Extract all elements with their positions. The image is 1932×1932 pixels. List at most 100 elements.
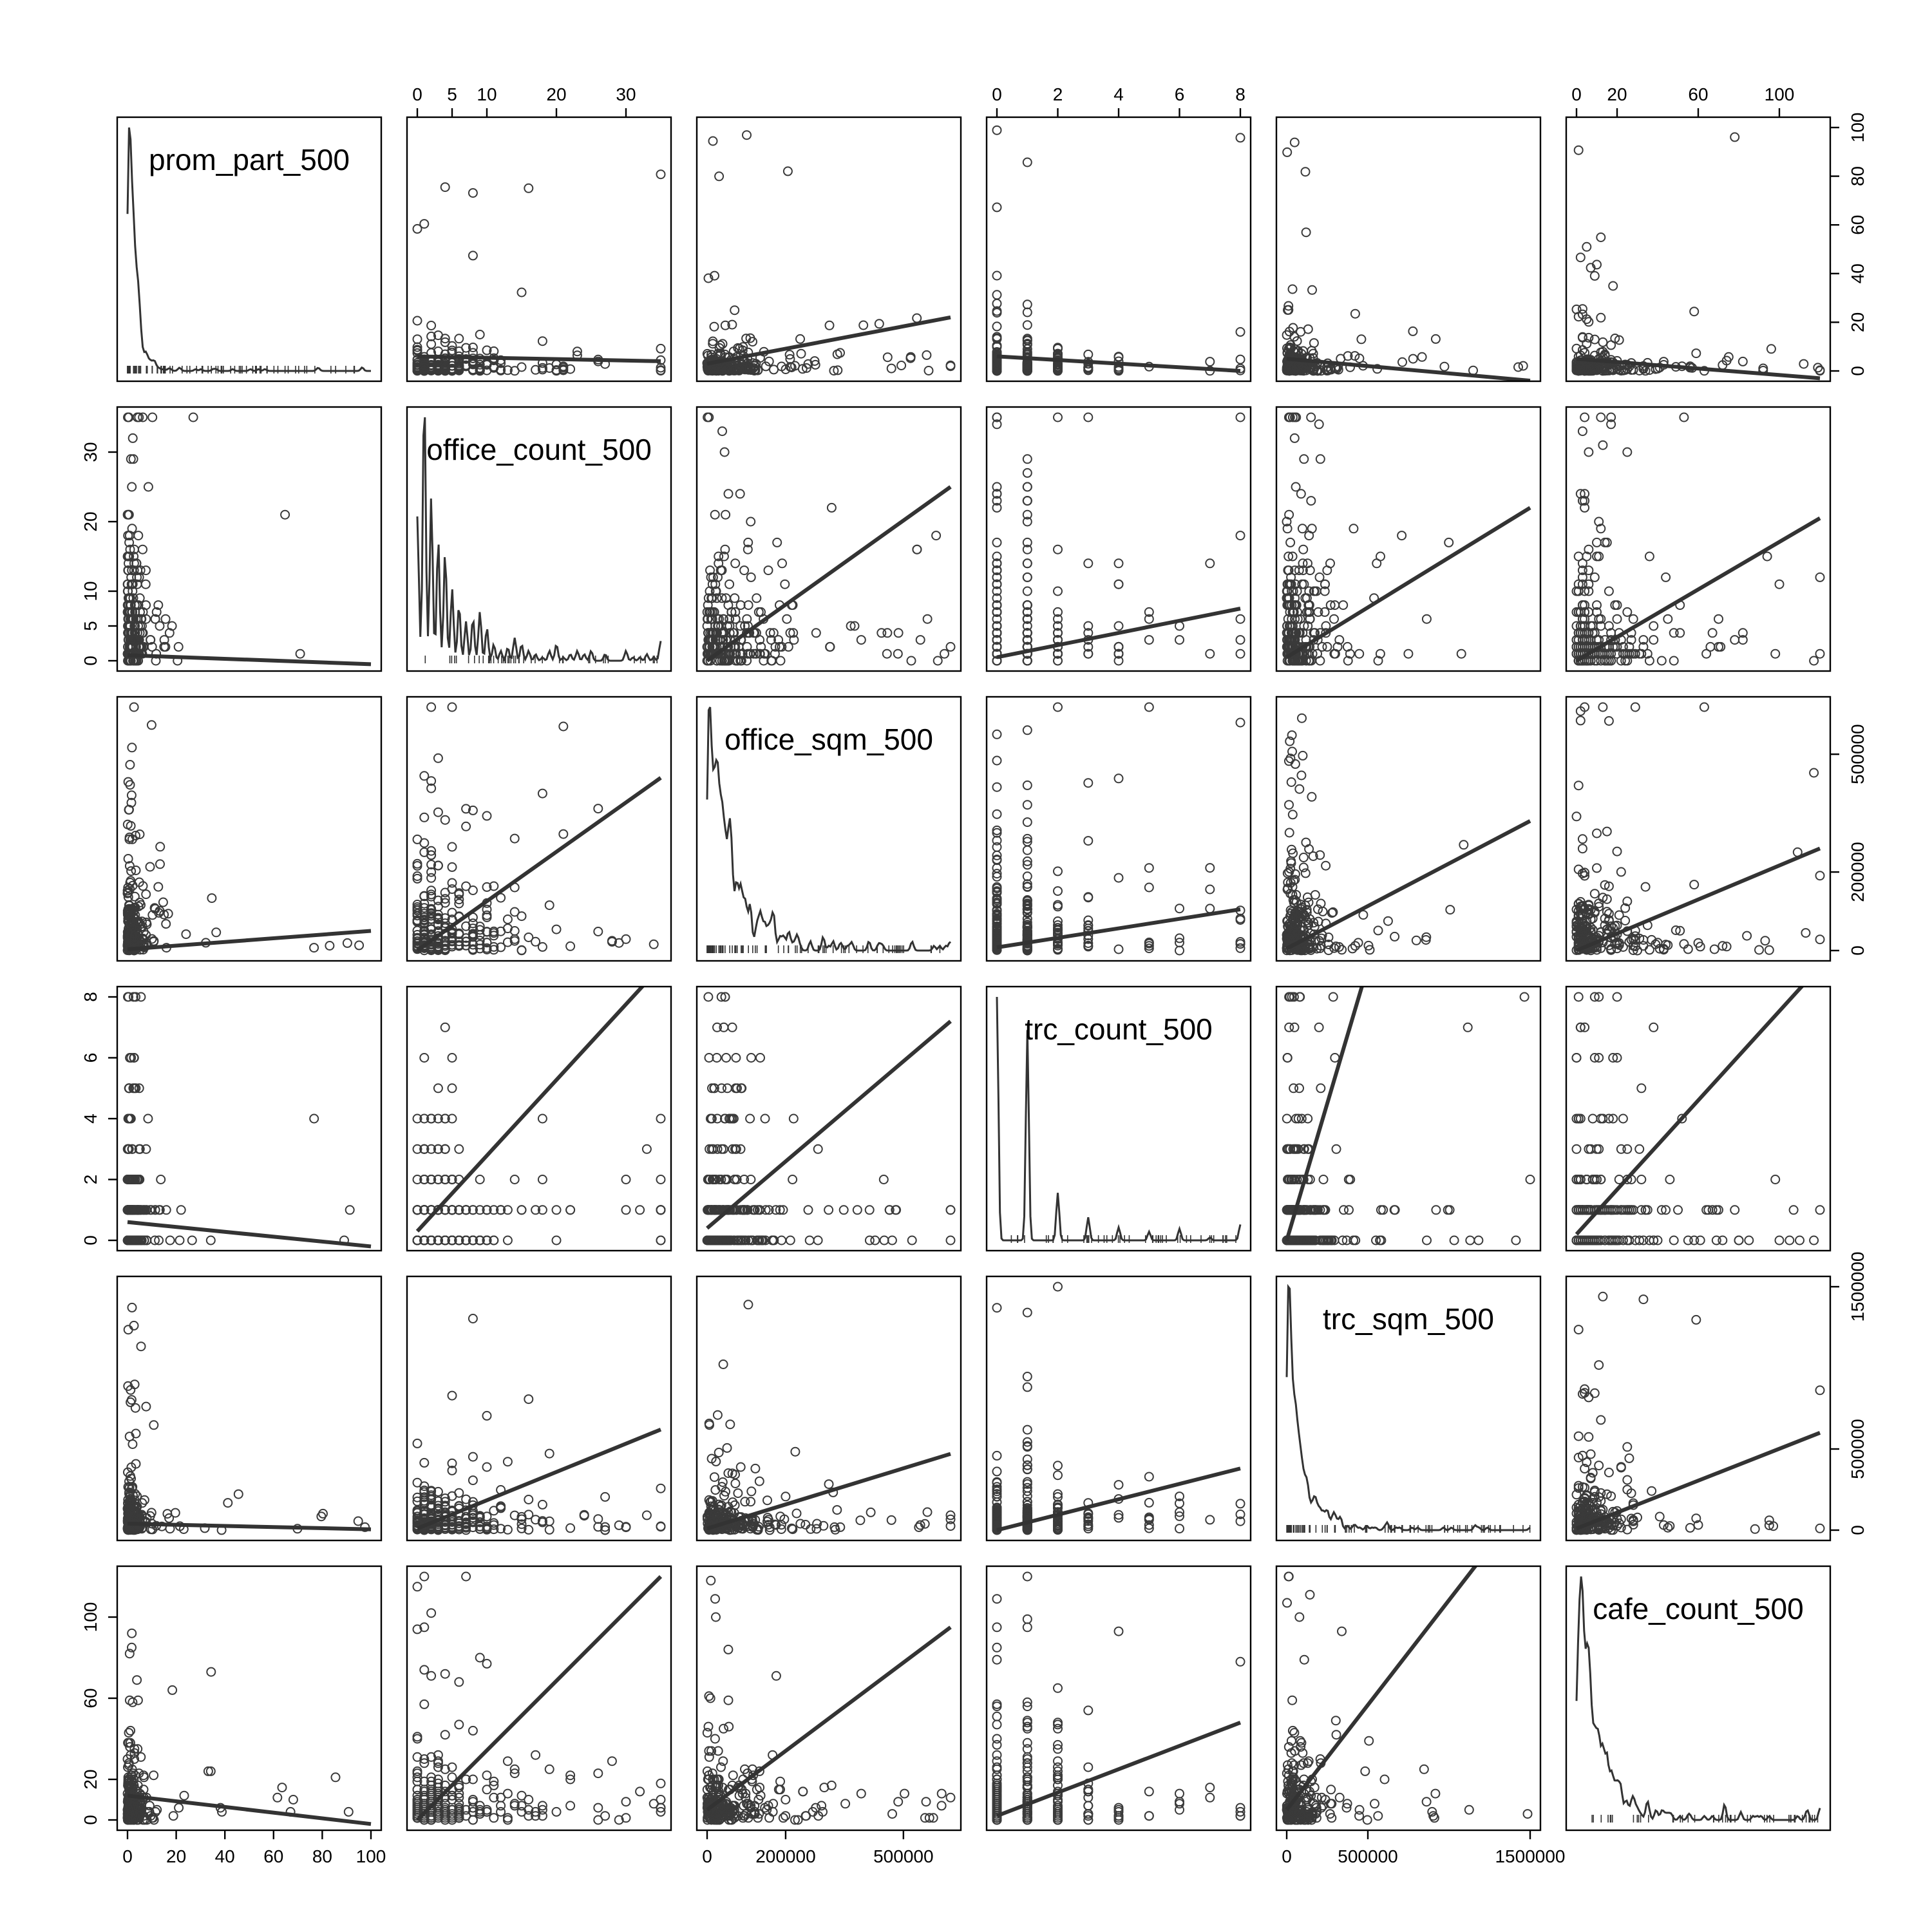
panel-prom-part-500-vs-trc-count-500 (116, 985, 383, 1252)
data-point (992, 869, 1002, 879)
data-point (1584, 332, 1594, 343)
panel-frame (116, 116, 383, 383)
data-point (730, 1175, 739, 1184)
data-point (516, 911, 527, 922)
data-point (708, 1175, 718, 1184)
data-point (1053, 649, 1063, 659)
data-point (765, 628, 775, 638)
data-point (1373, 656, 1383, 666)
data-point (426, 321, 437, 330)
data-point (1592, 828, 1602, 838)
data-point (164, 628, 175, 638)
data-point (833, 365, 843, 375)
data-point (768, 628, 779, 638)
data-point (656, 1113, 666, 1124)
data-point (1701, 649, 1712, 659)
data-point (1577, 426, 1587, 437)
data-point (1815, 365, 1825, 375)
data-point (1284, 867, 1294, 877)
data-point (992, 579, 1002, 589)
data-point (461, 921, 471, 931)
data-point (1083, 942, 1094, 952)
data-point (905, 352, 916, 362)
data-point (727, 1022, 737, 1032)
fit-line (1575, 846, 1821, 952)
data-point (154, 1235, 164, 1245)
data-point (1284, 327, 1294, 337)
data-point (447, 936, 457, 947)
data-point (1573, 912, 1584, 922)
data-point (1297, 524, 1307, 534)
data-point (1022, 908, 1032, 918)
data-point (788, 1175, 798, 1184)
data-point (1113, 558, 1124, 569)
data-point (745, 333, 755, 343)
data-point (509, 926, 520, 936)
data-point (1577, 834, 1587, 844)
data-point (1397, 531, 1407, 541)
data-point (1353, 938, 1363, 948)
data-point (1604, 915, 1614, 925)
data-point (502, 365, 513, 375)
data-point (447, 1083, 457, 1094)
fit-line (416, 776, 662, 952)
data-point (1754, 945, 1764, 955)
data-point (138, 544, 147, 554)
data-point (742, 130, 752, 140)
data-point (130, 902, 140, 913)
data-point (1113, 641, 1124, 652)
data-point (155, 621, 165, 631)
data-point (1315, 850, 1325, 860)
data-point (440, 360, 450, 370)
panel-cafe-count-500-vs-prom-part-500 (1565, 116, 1832, 383)
data-point (1330, 600, 1340, 611)
data-point (354, 940, 365, 951)
data-point (719, 551, 729, 562)
data-point (992, 621, 1002, 631)
data-point (763, 565, 773, 576)
data-point (1285, 927, 1295, 938)
data-point (1620, 903, 1631, 913)
data-point (482, 938, 492, 948)
data-point (1286, 858, 1296, 868)
data-point (789, 635, 799, 645)
data-point (147, 910, 158, 920)
diagonal-panel-office-count-500: office_count_500 (406, 406, 672, 672)
data-point (1699, 702, 1709, 712)
data-point (1314, 572, 1325, 582)
data-point (1315, 656, 1325, 666)
data-point (1573, 145, 1584, 155)
data-point (419, 771, 430, 781)
data-point (173, 641, 184, 652)
data-point (796, 348, 806, 359)
data-point (775, 1205, 785, 1215)
data-point (1584, 447, 1594, 457)
data-point (419, 847, 430, 857)
data-point (742, 614, 752, 624)
data-point (129, 702, 139, 712)
data-point (146, 1205, 156, 1215)
data-point (440, 337, 450, 347)
data-point (1022, 586, 1032, 596)
data-point (1644, 551, 1654, 562)
data-point (1610, 921, 1620, 931)
panel-frame (1565, 696, 1832, 962)
data-point (482, 882, 492, 892)
data-point (656, 363, 666, 373)
data-point (1329, 614, 1339, 624)
data-point (433, 913, 443, 923)
data-point (123, 565, 133, 576)
data-point (165, 1235, 175, 1245)
data-point (1235, 363, 1245, 374)
data-point (280, 509, 290, 520)
data-point (1291, 482, 1301, 492)
data-point (1337, 945, 1347, 955)
data-point (419, 812, 430, 822)
data-point (187, 1235, 197, 1245)
data-point (769, 365, 779, 375)
data-point (502, 1235, 513, 1245)
panel-trc-sqm-500-vs-office-sqm-500 (1275, 696, 1542, 962)
data-point (1302, 905, 1312, 915)
data-point (551, 1205, 562, 1215)
data-point (1571, 343, 1582, 354)
